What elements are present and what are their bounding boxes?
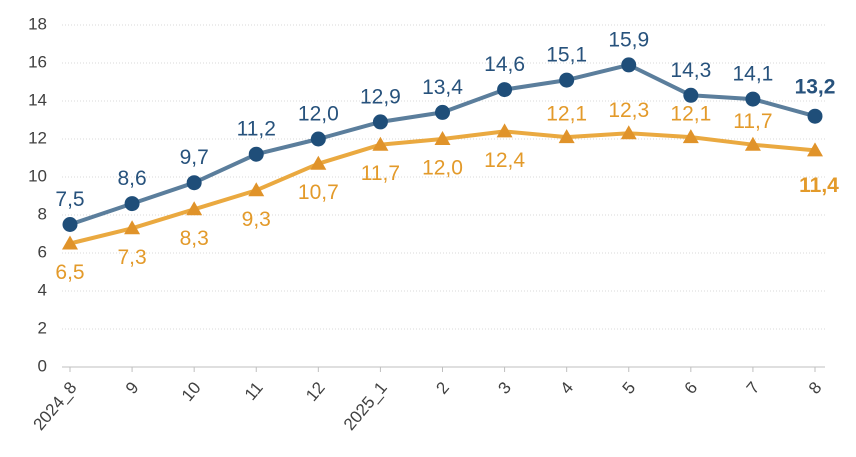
data-label: 14,3 — [670, 59, 711, 82]
y-tick-label: 18 — [28, 14, 47, 33]
y-tick-label: 8 — [38, 204, 47, 223]
data-label: 10,7 — [298, 181, 339, 204]
marker — [682, 129, 699, 144]
data-label: 9,3 — [242, 208, 271, 231]
x-tick-label: 2025_1 — [340, 378, 391, 434]
marker — [683, 87, 699, 103]
x-tick-label: 7 — [743, 378, 764, 397]
x-tick-label: 6 — [681, 378, 702, 397]
data-label: 8,3 — [180, 227, 209, 250]
marker — [807, 142, 823, 157]
x-tick-label: 3 — [494, 378, 515, 397]
marker — [621, 57, 637, 73]
marker — [310, 155, 327, 170]
marker — [310, 131, 326, 147]
marker — [248, 146, 264, 162]
data-label: 12,9 — [360, 85, 401, 108]
x-tick-label: 12 — [302, 378, 329, 405]
data-label: 11,7 — [733, 110, 772, 133]
marker — [559, 72, 575, 88]
y-tick-label: 12 — [28, 128, 47, 147]
marker — [124, 220, 141, 235]
data-label: 14,1 — [732, 63, 773, 86]
marker — [496, 123, 513, 138]
marker — [372, 114, 388, 130]
y-tick-label: 14 — [28, 90, 47, 109]
marker — [744, 136, 761, 151]
marker — [620, 125, 637, 140]
data-label: 13,4 — [422, 76, 463, 99]
x-tick-label: 8 — [805, 378, 826, 397]
marker — [435, 104, 450, 120]
x-tick-label: 2 — [432, 378, 453, 397]
marker — [124, 196, 140, 212]
marker — [745, 91, 761, 107]
x-tick-label: 4 — [557, 378, 578, 397]
marker — [558, 129, 575, 144]
y-tick-label: 2 — [38, 318, 47, 337]
x-tick-label: 5 — [619, 378, 640, 397]
data-label: 15,1 — [546, 44, 587, 67]
x-tick-label: 11 — [241, 378, 267, 404]
data-label: 11,7 — [361, 162, 400, 185]
data-label: 12,0 — [298, 103, 339, 126]
data-label: 14,6 — [484, 53, 525, 76]
data-label: 6,5 — [55, 261, 84, 284]
data-label: 11,4 — [799, 174, 839, 197]
data-label: 12,3 — [608, 99, 649, 122]
marker — [372, 136, 389, 151]
data-label: 8,6 — [117, 167, 146, 190]
x-tick-label: 10 — [178, 378, 205, 405]
data-label: 11,2 — [237, 118, 276, 141]
data-label: 12,1 — [670, 103, 711, 126]
data-label: 9,7 — [180, 146, 209, 169]
marker — [186, 175, 202, 191]
x-tick-label: 9 — [122, 378, 143, 397]
data-label: 13,2 — [795, 76, 836, 99]
marker — [248, 182, 265, 197]
data-label: 15,9 — [608, 28, 649, 51]
y-tick-label: 10 — [28, 166, 47, 185]
marker — [497, 82, 513, 98]
data-label: 7,3 — [117, 246, 146, 269]
y-tick-label: 16 — [28, 52, 47, 71]
data-label: 12,4 — [484, 149, 525, 172]
data-label: 12,1 — [546, 103, 587, 126]
y-tick-label: 0 — [38, 356, 47, 375]
marker — [62, 217, 78, 232]
marker — [186, 201, 203, 216]
y-tick-label: 6 — [38, 242, 47, 261]
marker — [62, 235, 78, 250]
data-label: 7,5 — [55, 188, 84, 211]
marker — [807, 108, 823, 124]
data-label: 12,0 — [422, 157, 463, 180]
marker — [434, 131, 451, 145]
y-tick-label: 4 — [38, 280, 47, 299]
x-tick-label: 2024_8 — [29, 378, 80, 434]
